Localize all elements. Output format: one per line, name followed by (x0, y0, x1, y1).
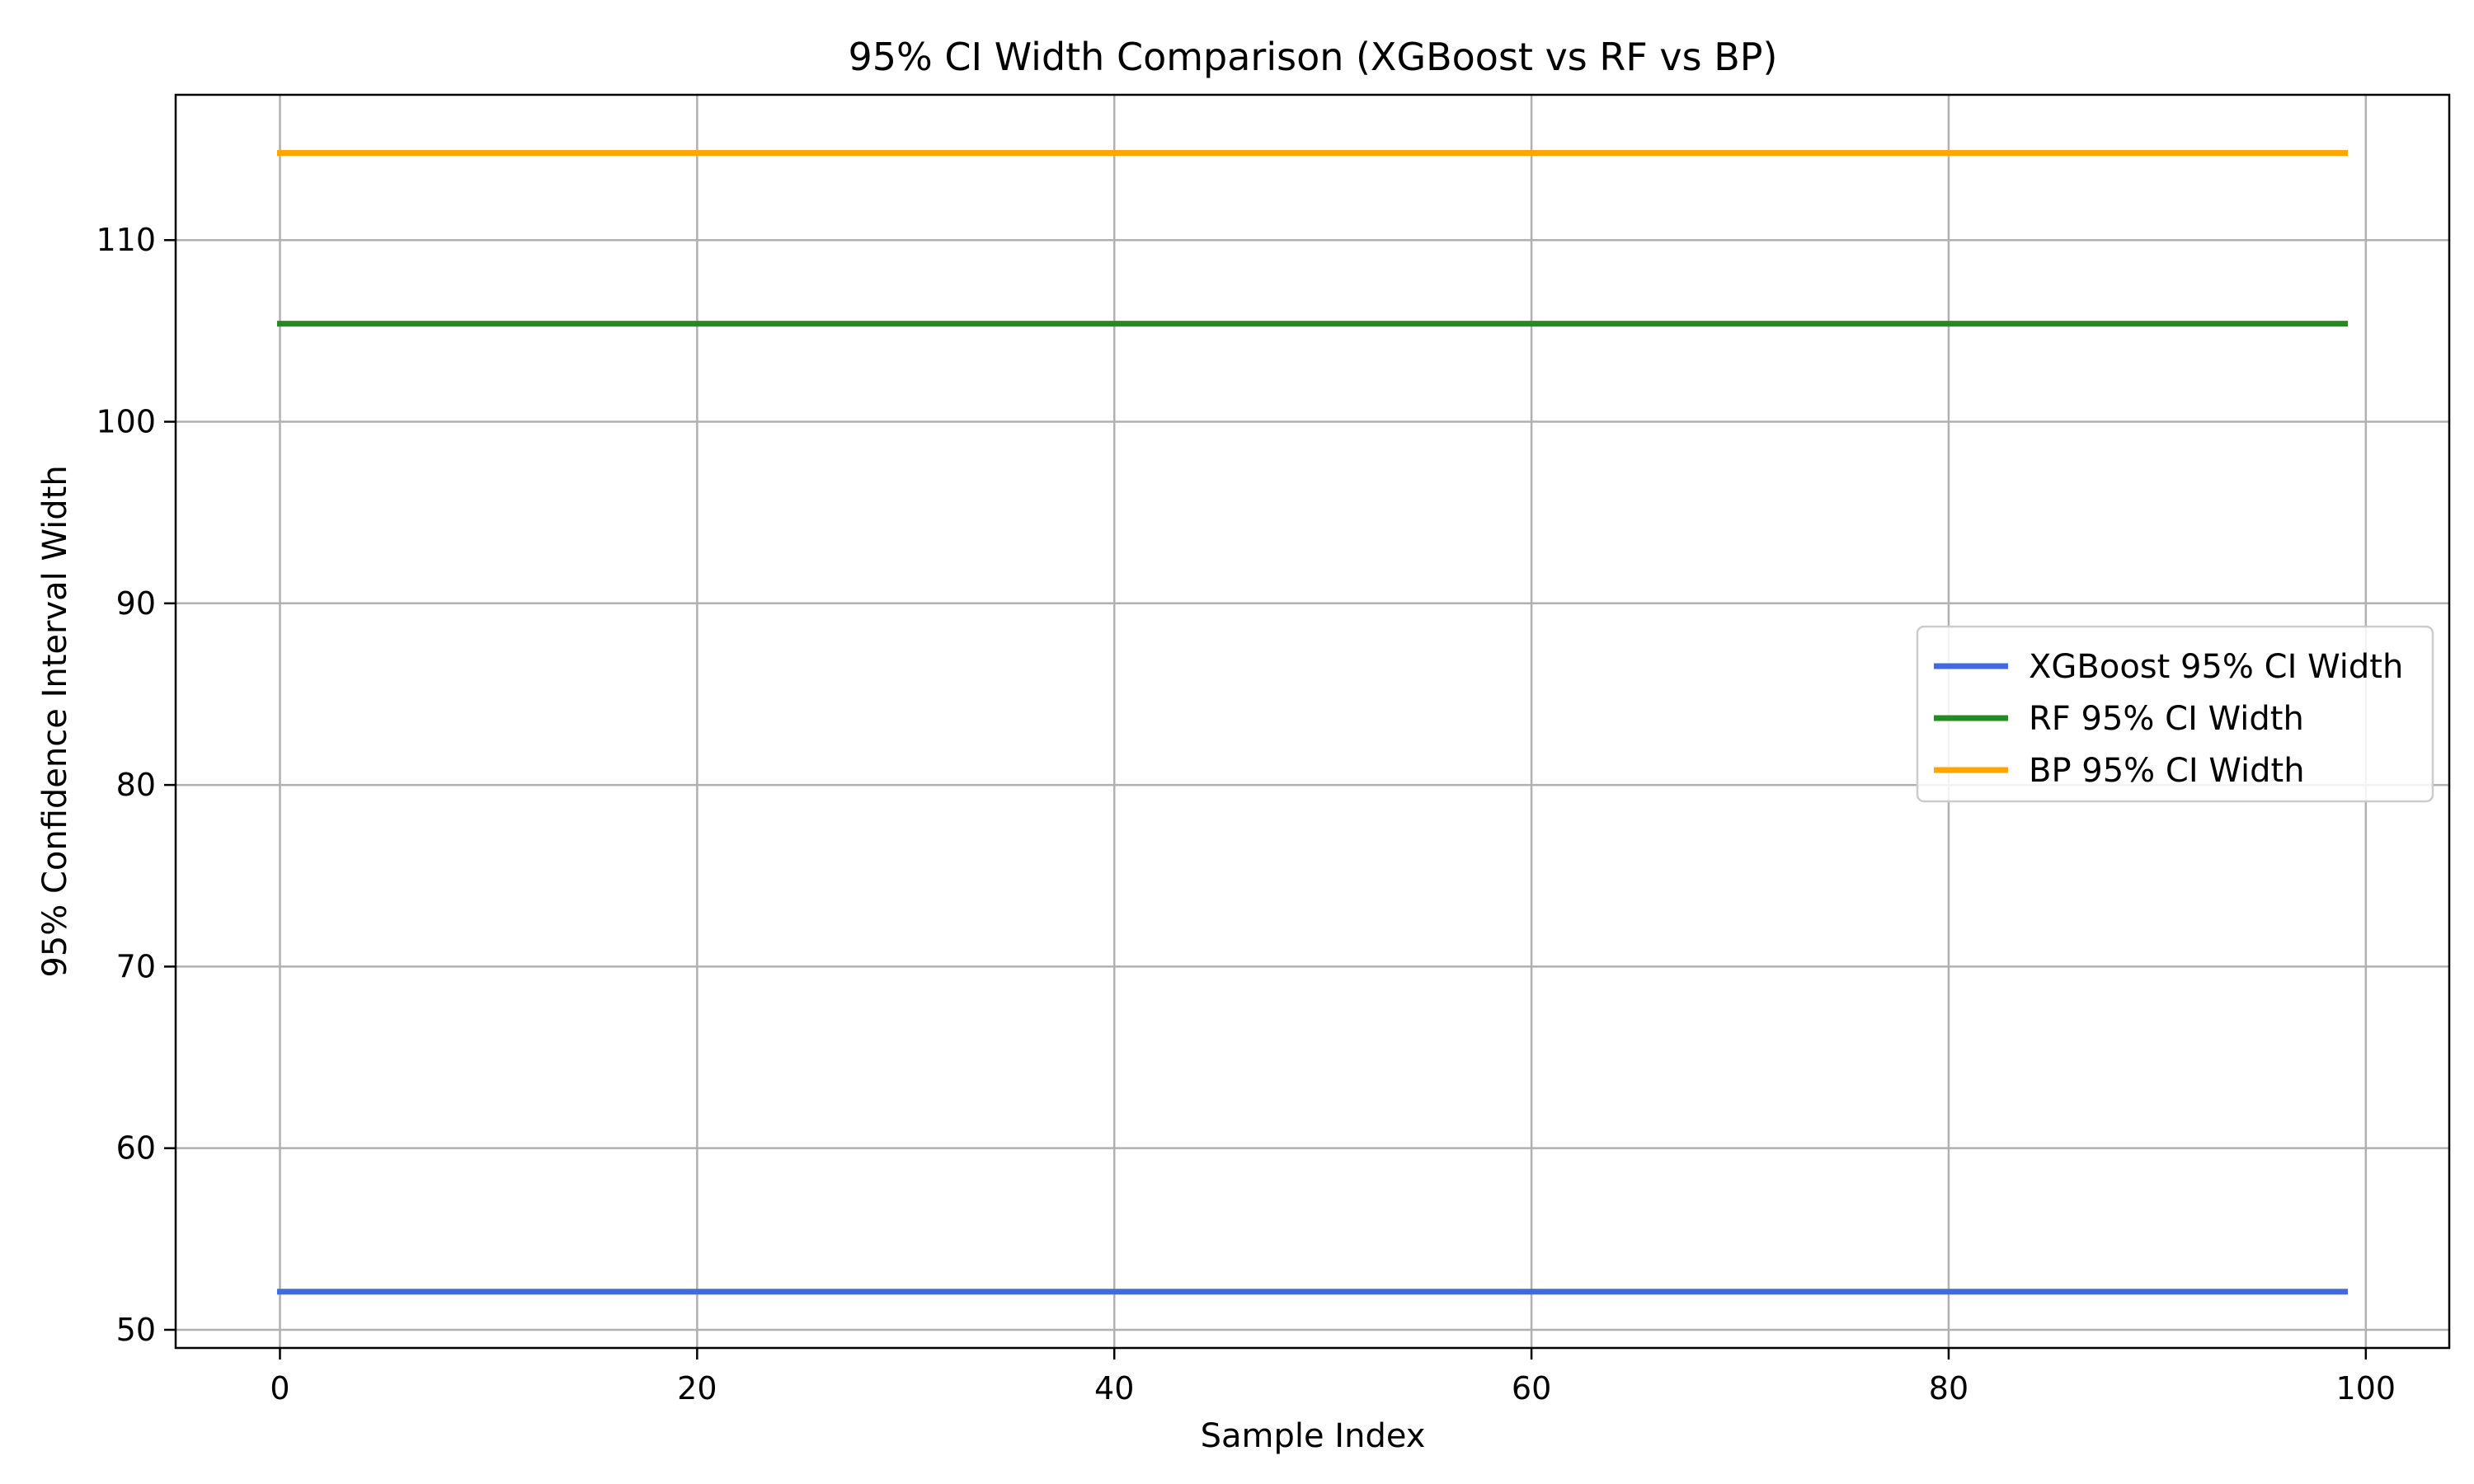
y-tick-label: 50 (116, 1312, 156, 1348)
legend-entries: XGBoost 95% CI Width RF 95% CI Width BP 95… (1934, 648, 2403, 790)
legend-box (1916, 625, 2434, 803)
plot-frame (174, 93, 2451, 1350)
x-tick-label: 20 (677, 1370, 717, 1407)
legend-label-bp: BP 95% CI Width (2029, 752, 2305, 790)
legend-label-xgboost: XGBoost 95% CI Width (2029, 648, 2403, 686)
y-tick-label: 110 (96, 222, 156, 258)
x-tick-label: 40 (1094, 1370, 1134, 1407)
legend: XGBoost 95% CI Width RF 95% CI Width BP 95… (1916, 625, 2434, 803)
y-tick-label: 60 (116, 1130, 156, 1167)
series-group (276, 149, 2349, 1295)
x-tick-label: 60 (1512, 1370, 1551, 1407)
legend-label-rf: RF 95% CI Width (2029, 700, 2304, 738)
chart-title: 95% CI Width Comparison (XGBoost vs RF v… (849, 35, 1778, 79)
x-axis: 0 20 40 60 80 100 (270, 1348, 2396, 1407)
x-axis-label: Sample Index (1201, 1417, 1426, 1455)
y-tick-label: 100 (96, 404, 156, 440)
x-tick-label: 80 (1929, 1370, 1968, 1407)
y-tick-label: 70 (116, 948, 156, 984)
y-tick-label: 90 (116, 585, 156, 622)
y-axis: 50 60 70 80 90 100 110 (96, 222, 176, 1348)
y-tick-label: 80 (116, 767, 156, 803)
x-tick-label: 100 (2336, 1370, 2396, 1407)
y-axis-label: 95% Confidence Interval Width (36, 465, 74, 977)
x-tick-label: 0 (270, 1370, 289, 1407)
